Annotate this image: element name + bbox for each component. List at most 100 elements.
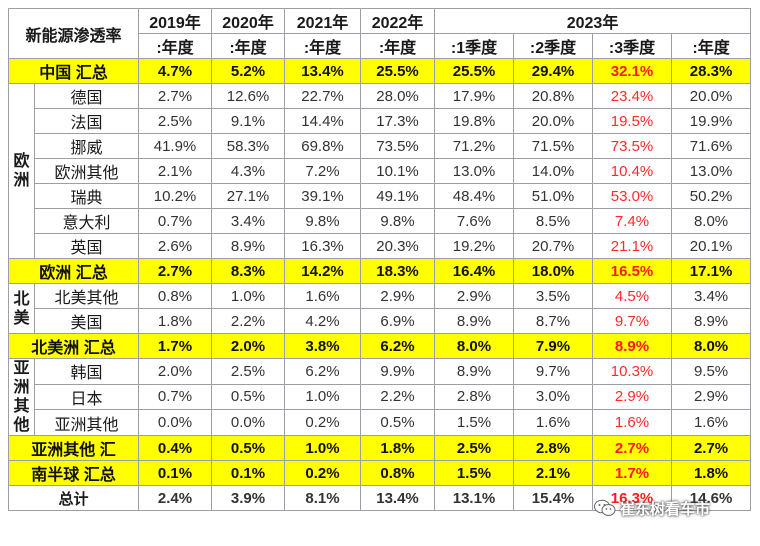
summary-label: 北美洲 汇总 xyxy=(7,333,140,359)
value-cell: 0.0% xyxy=(211,409,286,436)
table-row: 亚洲其他 韩国 2.0% 2.5% 6.2% 9.9% 8.9% 9.7% 10.3% 9.5% xyxy=(8,358,752,436)
year-header: 2021年 xyxy=(284,8,362,34)
value-cell: 2.9% xyxy=(671,383,752,411)
value-cell: 0.8% xyxy=(138,283,213,309)
value-cell: 10.2% xyxy=(138,183,213,209)
country-label: 挪威 xyxy=(33,133,140,159)
value-cell: 0.7% xyxy=(138,383,213,411)
value-cell: 5.2% xyxy=(211,58,286,84)
summary-row: 南半球 汇总 0.1% 0.1% 0.2% 0.8% 1.5% 2.1% 1.7% 1.8% xyxy=(7,460,752,486)
value-cell: 73.5% xyxy=(592,133,673,159)
value-cell: 0.5% xyxy=(211,435,286,461)
value-cell: 16.5% xyxy=(592,258,673,284)
value-cell: 13.4% xyxy=(360,485,436,511)
value-cell: 2.8% xyxy=(434,383,515,411)
value-cell: 20.7% xyxy=(513,233,594,259)
value-cell: 9.5% xyxy=(671,358,752,385)
value-cell: 1.8% xyxy=(671,460,752,486)
country-label: 北美其他 xyxy=(33,283,140,309)
value-cell: 0.1% xyxy=(211,460,286,486)
value-cell: 71.5% xyxy=(513,133,594,159)
value-cell: 73.5% xyxy=(360,133,436,159)
value-cell: 2.2% xyxy=(211,308,286,334)
value-cell: 32.1% xyxy=(592,58,673,84)
value-cell: 0.2% xyxy=(284,409,362,436)
value-cell: 19.2% xyxy=(434,233,515,259)
value-cell: 0.7% xyxy=(138,208,213,234)
value-cell: 6.2% xyxy=(284,358,362,385)
value-cell: 4.5% xyxy=(592,283,673,309)
value-cell: 6.9% xyxy=(360,308,436,334)
value-cell: 2.5% xyxy=(138,108,213,134)
table-row: 欧洲其他 2.1% 4.3% 7.2% 10.1% 13.0% 14.0% 10.4% 13.0… xyxy=(9,158,752,184)
total-label: 总计 xyxy=(7,485,140,511)
value-cell: 6.2% xyxy=(360,333,436,359)
table-row: 意大利 0.7% 3.4% 9.8% 9.8% 7.6% 8.5% 7.4% 8.0% xyxy=(9,208,752,234)
year-header: 2019年 xyxy=(138,8,213,34)
value-cell: 2.6% xyxy=(138,233,213,259)
value-cell: 2.0% xyxy=(211,333,286,359)
table-row: 北美 北美其他 0.8% 1.0% 1.6% 2.9% 2.9% 3.5% 4.5% 3.4% xyxy=(8,283,752,334)
value-cell: 53.0% xyxy=(592,183,673,209)
value-cell: 1.8% xyxy=(360,435,436,461)
country-label: 欧洲其他 xyxy=(33,158,140,184)
value-cell: 17.9% xyxy=(434,83,515,109)
value-cell: 3.4% xyxy=(211,208,286,234)
value-cell: 9.7% xyxy=(592,308,673,334)
value-cell: 0.0% xyxy=(138,409,213,436)
year-header: 2020年 xyxy=(211,8,286,34)
table-row: 瑞典 10.2% 27.1% 39.1% 49.1% 48.4% 51.0% 53.0% 50.… xyxy=(9,183,752,209)
summary-row: 中国 汇总 4.7% 5.2% 13.4% 25.5% 25.5% 29.4% 32.1% 28… xyxy=(7,58,752,84)
value-cell: 20.1% xyxy=(671,233,752,259)
value-cell: 19.5% xyxy=(592,108,673,134)
value-cell: 20.0% xyxy=(513,108,594,134)
value-cell: 1.0% xyxy=(284,383,362,411)
value-cell: 1.7% xyxy=(138,333,213,359)
value-cell: 8.9% xyxy=(434,308,515,334)
value-cell: 29.4% xyxy=(513,58,594,84)
watermark-text: 崔东树看车市 xyxy=(620,500,711,518)
period-header: :年度 xyxy=(671,33,752,59)
value-cell: 1.6% xyxy=(284,283,362,309)
value-cell: 8.9% xyxy=(434,358,515,385)
value-cell: 25.5% xyxy=(434,58,515,84)
value-cell: 41.9% xyxy=(138,133,213,159)
value-cell: 4.7% xyxy=(138,58,213,84)
value-cell: 2.8% xyxy=(513,435,594,461)
table-row: 挪威 41.9% 58.3% 69.8% 73.5% 71.2% 71.5% 73.5% 71.… xyxy=(9,133,752,159)
watermark: 崔东树看车市 xyxy=(594,494,744,522)
country-label: 瑞典 xyxy=(33,183,140,209)
value-cell: 17.1% xyxy=(671,258,752,284)
value-cell: 49.1% xyxy=(360,183,436,209)
value-cell: 3.5% xyxy=(513,283,594,309)
value-cell: 2.9% xyxy=(434,283,515,309)
table-body: 中国 汇总 4.7% 5.2% 13.4% 25.5% 25.5% 29.4% 32.1% 28… xyxy=(7,58,752,511)
country-label: 英国 xyxy=(33,233,140,259)
value-cell: 14.2% xyxy=(284,258,362,284)
value-cell: 15.4% xyxy=(513,485,594,511)
value-cell: 2.5% xyxy=(211,358,286,385)
value-cell: 25.5% xyxy=(360,58,436,84)
value-cell: 1.8% xyxy=(138,308,213,334)
period-header: :年度 xyxy=(138,33,213,59)
value-cell: 28.3% xyxy=(671,58,752,84)
value-cell: 27.1% xyxy=(211,183,286,209)
table-row: 法国 2.5% 9.1% 14.4% 17.3% 19.8% 20.0% 19.5% 19.9% xyxy=(9,108,752,134)
value-cell: 20.3% xyxy=(360,233,436,259)
value-cell: 20.0% xyxy=(671,83,752,109)
value-cell: 1.7% xyxy=(592,460,673,486)
value-cell: 10.1% xyxy=(360,158,436,184)
value-cell: 8.9% xyxy=(211,233,286,259)
summary-label: 欧洲 汇总 xyxy=(7,258,140,284)
value-cell: 8.0% xyxy=(671,208,752,234)
value-cell: 0.5% xyxy=(211,383,286,411)
summary-label: 南半球 汇总 xyxy=(7,460,140,486)
value-cell: 7.4% xyxy=(592,208,673,234)
value-cell: 19.9% xyxy=(671,108,752,134)
region-label-text: 欧洲 xyxy=(13,153,30,189)
value-cell: 0.2% xyxy=(284,460,362,486)
value-cell: 8.3% xyxy=(211,258,286,284)
value-cell: 8.0% xyxy=(434,333,515,359)
value-cell: 7.6% xyxy=(434,208,515,234)
region-label-text: 北美 xyxy=(13,290,30,327)
